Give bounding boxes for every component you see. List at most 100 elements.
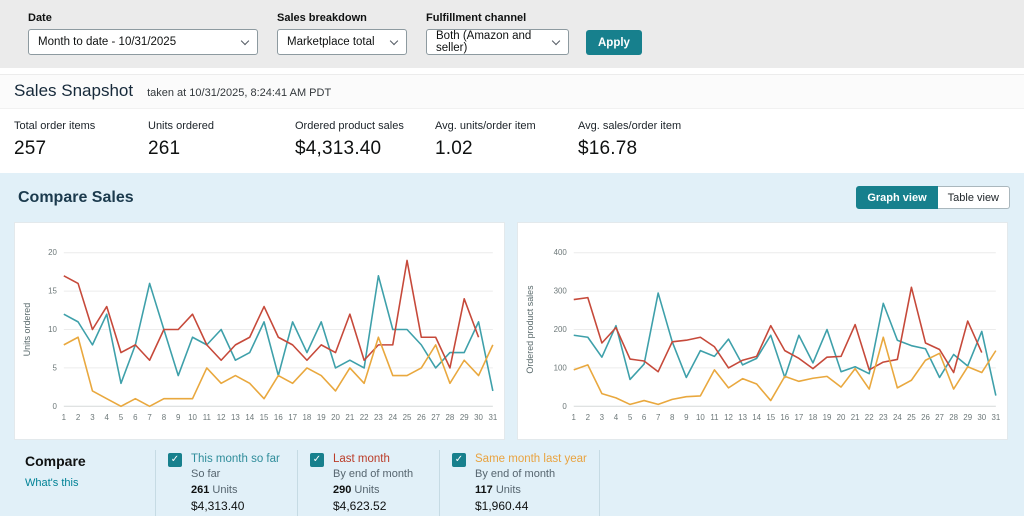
svg-text:18: 18 (303, 413, 312, 422)
legend-item-subtitle: So far (191, 468, 221, 480)
metric-ordered-product-sales: Ordered product sales $4,313.40 (295, 120, 435, 160)
svg-text:29: 29 (460, 413, 469, 422)
svg-text:3: 3 (600, 413, 605, 422)
charts-row: 0 5 10 15 20 1 2 3 4 5 6 7 8 9 10 11 12 13 14 15 16 17 18 19 20 2… (14, 222, 1010, 440)
svg-text:25: 25 (403, 413, 412, 422)
legend-item-units: 290 Units (333, 482, 413, 498)
sales-breakdown-select-value: Marketplace total (287, 36, 375, 48)
checkbox-checked-icon[interactable]: ✓ (310, 453, 324, 467)
svg-text:1: 1 (62, 413, 67, 422)
legend-item-sales: $4,313.40 (191, 499, 245, 513)
svg-text:200: 200 (554, 325, 568, 334)
metric-label: Avg. units/order item (435, 120, 536, 132)
compare-sales-title: Compare Sales (18, 188, 134, 206)
legend-item-units: 261 Units (191, 482, 280, 498)
svg-text:0: 0 (562, 402, 567, 411)
svg-text:14: 14 (752, 413, 761, 422)
legend-item-units: 117 Units (475, 482, 587, 498)
svg-text:16: 16 (780, 413, 789, 422)
svg-text:20: 20 (837, 413, 846, 422)
compare-sales-section: Compare Sales Graph view Table view 0 5 10… (0, 173, 1024, 516)
checkbox-checked-icon[interactable]: ✓ (168, 453, 182, 467)
compare-legend-intro: Compare What's this (25, 450, 155, 516)
svg-text:17: 17 (794, 413, 803, 422)
svg-text:0: 0 (52, 402, 57, 411)
svg-text:5: 5 (119, 413, 124, 422)
ordered-product-sales-chart-card: 0 100 200 300 400 1 2 3 4 5 6 7 8 9 10 11 12 13 14 15 16 17 18… (517, 222, 1008, 440)
svg-text:2: 2 (586, 413, 590, 422)
units-ordered-chart-card: 0 5 10 15 20 1 2 3 4 5 6 7 8 9 10 11 12 13 14 15 16 17 18 19 20 2… (14, 222, 505, 440)
svg-text:24: 24 (388, 413, 397, 422)
apply-button[interactable]: Apply (586, 30, 642, 55)
metric-value: 1.02 (435, 138, 473, 159)
svg-text:20: 20 (331, 413, 340, 422)
svg-text:13: 13 (231, 413, 240, 422)
legend-item-this-month: ✓ This month so far So far 261 Units $4,… (155, 450, 297, 516)
metric-value: $16.78 (578, 138, 638, 159)
svg-text:10: 10 (48, 325, 57, 334)
sales-breakdown-label: Sales breakdown (277, 12, 367, 24)
sales-breakdown-select[interactable]: Marketplace total (277, 29, 407, 55)
svg-text:23: 23 (374, 413, 383, 422)
chevron-down-icon (551, 36, 561, 45)
svg-text:Ordered product sales: Ordered product sales (525, 285, 535, 374)
legend-item-title: This month so far (191, 453, 280, 465)
graph-view-button[interactable]: Graph view (856, 186, 938, 209)
fulfillment-channel-label: Fulfillment channel (426, 12, 527, 24)
svg-text:27: 27 (935, 413, 944, 422)
table-view-button[interactable]: Table view (937, 186, 1010, 209)
svg-text:15: 15 (766, 413, 775, 422)
chevron-down-icon (240, 36, 250, 45)
snapshot-metrics-row: Total order items 257 Units ordered 261 … (0, 109, 1024, 173)
metric-avg-sales-per-order: Avg. sales/order item $16.78 (578, 120, 691, 160)
metric-units-ordered: Units ordered 261 (148, 120, 295, 160)
svg-text:20: 20 (48, 248, 57, 257)
metric-value: 257 (14, 138, 47, 159)
sales-breakdown-filter-group: Sales breakdown Marketplace total (277, 12, 407, 55)
svg-text:11: 11 (710, 413, 719, 422)
metric-total-order-items: Total order items 257 (14, 120, 148, 160)
filter-bar: Date Month to date - 10/31/2025 Sales br… (0, 0, 1024, 68)
date-filter-label: Date (28, 12, 52, 24)
svg-text:24: 24 (893, 413, 902, 422)
checkbox-checked-icon[interactable]: ✓ (452, 453, 466, 467)
legend-item-text: Same month last year By end of month 117… (475, 452, 587, 515)
svg-text:2: 2 (76, 413, 80, 422)
svg-text:17: 17 (288, 413, 297, 422)
svg-text:15: 15 (48, 287, 57, 296)
svg-text:5: 5 (52, 363, 57, 372)
svg-text:14: 14 (245, 413, 254, 422)
svg-text:13: 13 (738, 413, 747, 422)
date-select[interactable]: Month to date - 10/31/2025 (28, 29, 258, 55)
legend-item-same-month-last-year: ✓ Same month last year By end of month 1… (439, 450, 600, 516)
svg-text:23: 23 (879, 413, 888, 422)
whats-this-link[interactable]: What's this (25, 477, 79, 489)
svg-text:10: 10 (188, 413, 197, 422)
svg-text:11: 11 (203, 413, 212, 422)
date-filter-group: Date Month to date - 10/31/2025 (28, 12, 258, 55)
svg-text:7: 7 (656, 413, 660, 422)
legend-units-value: 261 (191, 484, 210, 496)
metric-label: Total order items (14, 120, 96, 132)
svg-text:9: 9 (176, 413, 181, 422)
legend-units-suffix: Units (212, 484, 238, 496)
legend-units-suffix: Units (354, 484, 380, 496)
view-toggle: Graph view Table view (856, 186, 1010, 209)
svg-text:6: 6 (642, 413, 647, 422)
svg-text:27: 27 (431, 413, 440, 422)
compare-heading: Compare (25, 453, 86, 469)
sales-snapshot-title: Sales Snapshot (14, 81, 134, 100)
fulfillment-channel-select-value: Both (Amazon and seller) (436, 30, 532, 54)
metric-avg-units-per-order: Avg. units/order item 1.02 (435, 120, 578, 160)
fulfillment-channel-select[interactable]: Both (Amazon and seller) (426, 29, 569, 55)
svg-text:12: 12 (724, 413, 733, 422)
legend-item-sales: $1,960.44 (475, 499, 529, 513)
svg-text:30: 30 (474, 413, 483, 422)
svg-text:28: 28 (446, 413, 455, 422)
metric-value: 261 (148, 138, 181, 159)
svg-text:12: 12 (217, 413, 226, 422)
metric-label: Ordered product sales (295, 120, 404, 132)
compare-sales-header: Compare Sales Graph view Table view (14, 186, 1010, 209)
svg-text:Units ordered: Units ordered (22, 303, 32, 357)
